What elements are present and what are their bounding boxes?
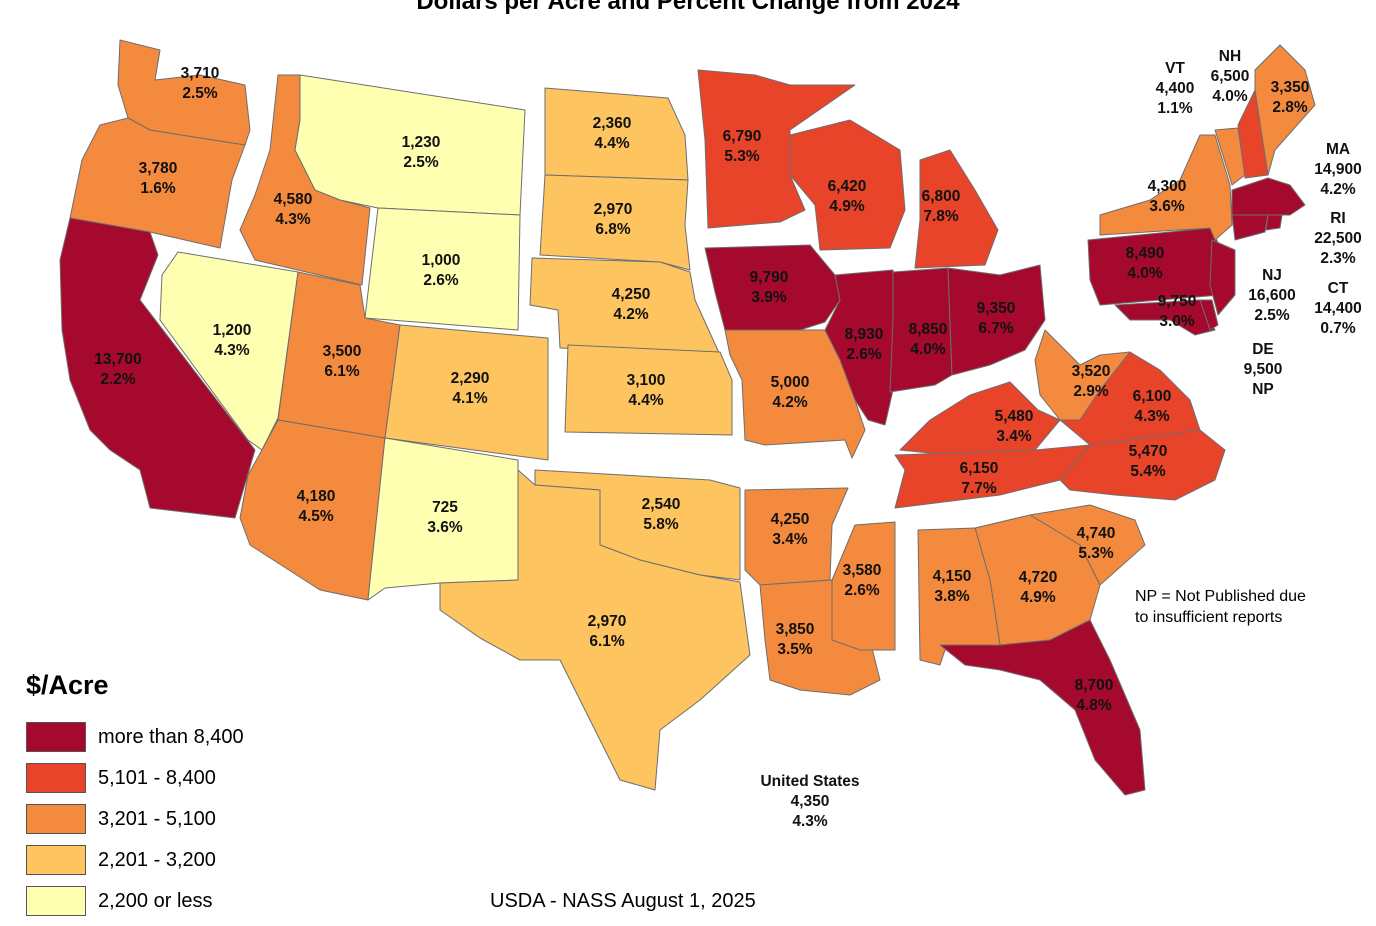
label-ks: 3,100 4.4%	[626, 372, 666, 409]
state-ks	[564, 344, 733, 436]
state-nc	[1059, 429, 1226, 501]
legend-label: 2,201 - 3,200	[98, 848, 216, 871]
legend-item: 2,201 - 3,200	[26, 844, 216, 876]
legend-swatch	[26, 845, 86, 875]
state-wy	[364, 207, 521, 331]
label-in: 8,850 4.0%	[908, 321, 948, 358]
legend-title: $/Acre	[26, 670, 109, 700]
label-mo: 5,000 4.2%	[770, 374, 810, 411]
label-de: DE 9,500 NP	[1243, 341, 1283, 398]
label-wi: 6,420 4.9%	[827, 178, 867, 215]
legend-item: 2,200 or less	[26, 885, 213, 917]
legend-label: 5,101 - 8,400	[98, 766, 216, 789]
label-ok: 2,540 5.8%	[641, 496, 681, 533]
label-nv: 1,200 4.3%	[212, 322, 252, 359]
label-nd: 2,360 4.4%	[592, 115, 632, 152]
state-or	[69, 117, 246, 249]
label-vt: VT 4,400 1.1%	[1155, 60, 1195, 117]
source-credit: USDA - NASS August 1, 2025	[490, 890, 756, 912]
np-note-line1: NP = Not Published due	[1135, 588, 1306, 605]
label-ut: 3,500 6.1%	[322, 343, 362, 380]
legend-item: more than 8,400	[26, 721, 244, 753]
state-ia	[704, 244, 841, 331]
state-ms	[831, 521, 896, 651]
label-or: 3,780 1.6%	[138, 160, 178, 197]
state-oh	[947, 264, 1046, 376]
label-wy: 1,000 2.6%	[421, 252, 461, 289]
label-ms: 3,580 2.6%	[842, 562, 882, 599]
np-note-line2: to insufficient reports	[1135, 609, 1283, 626]
state-de	[1199, 299, 1219, 331]
label-nc: 5,470 5.4%	[1128, 443, 1168, 480]
label-fl: 8,700 4.8%	[1074, 677, 1114, 714]
legend-swatch	[26, 722, 86, 752]
label-sd: 2,970 6.8%	[593, 201, 633, 238]
label-wa: 3,710 2.5%	[180, 65, 220, 102]
state-tn	[894, 444, 1091, 509]
label-mi: 6,800 7.8%	[921, 188, 961, 225]
state-fl	[939, 619, 1146, 796]
legend-item: 3,201 - 5,100	[26, 803, 216, 835]
state-me	[1254, 44, 1316, 176]
label-ne: 4,250 4.2%	[611, 286, 651, 323]
legend-label: more than 8,400	[98, 725, 244, 748]
label-oh: 9,350 6.7%	[976, 300, 1016, 337]
label-ny: 4,300 3.6%	[1147, 178, 1187, 215]
legend-swatch	[26, 763, 86, 793]
label-ma: MA 14,900 4.2%	[1314, 141, 1362, 198]
legend-label: 2,200 or less	[98, 889, 213, 912]
label-ga: 4,720 4.9%	[1018, 569, 1058, 606]
state-wi	[789, 119, 906, 251]
label-md: 9,750 3.0%	[1157, 293, 1197, 330]
state-mt	[294, 74, 526, 216]
label-nm: 725 3.6%	[427, 499, 463, 536]
state-ny	[1099, 134, 1233, 241]
label-sc: 4,740 5.3%	[1076, 525, 1116, 562]
label-il: 8,930 2.6%	[844, 326, 884, 363]
label-me: 3,350 2.8%	[1270, 79, 1310, 116]
label-az: 4,180 4.5%	[296, 488, 336, 525]
label-tn: 6,150 7.7%	[959, 460, 999, 497]
state-ct	[1231, 214, 1269, 241]
label-ct: CT 14,400 0.7%	[1314, 280, 1362, 337]
state-co	[384, 324, 549, 461]
label-tx: 2,970 6.1%	[587, 613, 627, 650]
label-co: 2,290 4.1%	[450, 370, 490, 407]
label-al: 4,150 3.8%	[932, 568, 972, 605]
label-pa: 8,490 4.0%	[1125, 245, 1165, 282]
label-mn: 6,790 5.3%	[722, 128, 762, 165]
state-ca	[59, 217, 256, 519]
label-ia: 9,790 3.9%	[749, 269, 789, 306]
state-mi	[914, 149, 999, 269]
state-sd	[539, 174, 691, 271]
label-nh: NH 6,500 4.0%	[1210, 48, 1250, 105]
label-united-states: United States 4,350 4.3%	[760, 773, 860, 830]
label-va: 6,100 4.3%	[1132, 388, 1172, 425]
legend-label: 3,201 - 5,100	[98, 807, 216, 830]
label-wv: 3,520 2.9%	[1071, 363, 1111, 400]
state-tx	[439, 469, 751, 791]
state-nd	[544, 87, 689, 181]
label-la: 3,850 3.5%	[775, 621, 815, 658]
state-ri	[1265, 214, 1283, 231]
label-ri: RI 22,500 2.3%	[1314, 210, 1362, 267]
legend-item: 5,101 - 8,400	[26, 762, 216, 794]
label-id: 4,580 4.3%	[273, 191, 313, 228]
state-ky	[899, 381, 1061, 456]
label-mt: 1,230 2.5%	[401, 134, 441, 171]
label-ar: 4,250 3.4%	[770, 511, 810, 548]
label-ca: 13,700 2.2%	[94, 351, 142, 388]
state-wa	[117, 39, 251, 146]
legend-swatch	[26, 804, 86, 834]
state-nj	[1209, 239, 1236, 316]
state-ma	[1231, 177, 1306, 216]
legend-swatch	[26, 886, 86, 916]
np-note: NP = Not Published due to insufficient r…	[1135, 586, 1306, 628]
label-nj: NJ 16,600 2.5%	[1248, 267, 1296, 324]
label-ky: 5,480 3.4%	[994, 408, 1034, 445]
map-title: Dollars per Acre and Percent Change from…	[416, 0, 960, 15]
